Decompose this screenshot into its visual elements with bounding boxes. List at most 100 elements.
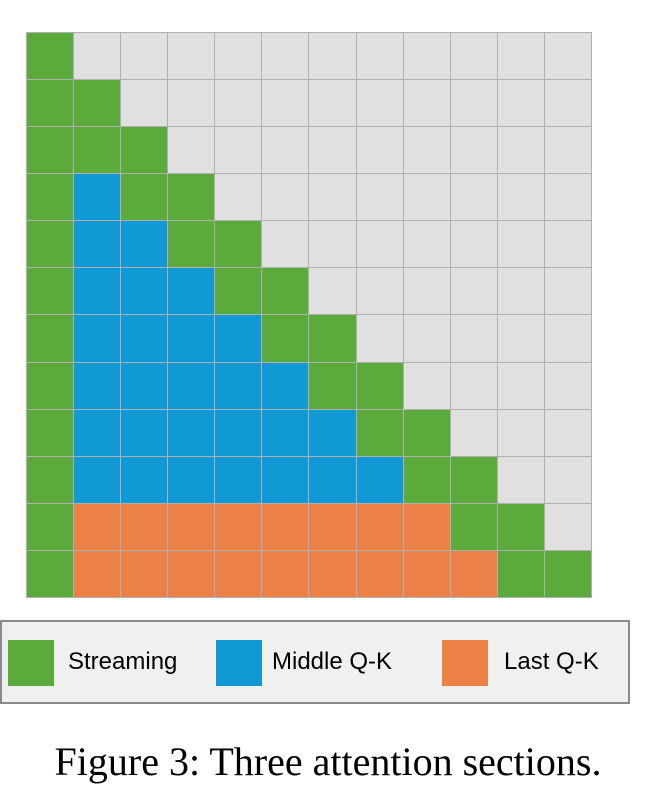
grid-cell-last [215,503,263,551]
grid-cell-masked [403,268,451,316]
grid-cell-masked [356,174,404,222]
grid-cell-middle [121,409,169,457]
grid-cell-streaming [27,362,75,410]
grid-cell-masked [356,80,404,128]
grid-cell-middle [215,409,263,457]
grid-cell-middle [74,409,122,457]
grid-cell-streaming [168,221,216,269]
legend-label-middle: Middle Q-K [272,648,393,675]
grid-cell-last [262,503,310,551]
grid-cell-streaming [403,456,451,504]
grid-cell-last [262,550,310,598]
grid-cell-masked [215,80,263,128]
grid-cell-masked [497,80,545,128]
grid-cell-masked [168,127,216,175]
grid-cell-streaming [27,409,75,457]
grid-cell-masked [356,221,404,269]
grid-cell-middle [74,362,122,410]
grid-cell-masked [497,33,545,81]
grid-cell-streaming [450,503,498,551]
grid-cell-streaming [544,550,592,598]
grid-cell-masked [450,80,498,128]
grid-cell-middle [215,456,263,504]
grid-cell-streaming [27,503,75,551]
grid-cell-masked [544,174,592,222]
grid-cell-masked [262,33,310,81]
grid-cell-streaming [215,268,263,316]
grid-cell-masked [309,33,357,81]
grid-cell-masked [309,80,357,128]
grid-cell-masked [262,127,310,175]
grid-cell-middle [74,315,122,363]
legend: Streaming Middle Q-K Last Q-K [0,620,630,704]
attention-grid [26,32,592,598]
grid-cell-middle [215,315,263,363]
grid-cell-streaming [497,503,545,551]
grid-cell-middle [262,362,310,410]
grid-cell-last [168,503,216,551]
grid-cell-streaming [497,550,545,598]
grid-cell-masked [403,127,451,175]
grid-cell-middle [168,268,216,316]
grid-cell-last [215,550,263,598]
grid-cell-middle [74,456,122,504]
grid-cell-middle [262,409,310,457]
grid-cell-masked [450,315,498,363]
grid-cell-masked [544,409,592,457]
grid-cell-streaming [450,456,498,504]
grid-cell-middle [215,362,263,410]
grid-cell-masked [544,33,592,81]
grid-cell-last [450,550,498,598]
grid-cell-streaming [74,80,122,128]
grid-cell-masked [121,80,169,128]
grid-cell-middle [74,221,122,269]
grid-cell-last [403,503,451,551]
grid-cell-masked [356,33,404,81]
grid-cell-masked [544,456,592,504]
grid-cell-masked [497,362,545,410]
grid-cell-middle [168,456,216,504]
legend-swatch-middle [216,640,262,686]
figure-caption: Figure 3: Three attention sections. [54,739,602,784]
grid-cell-streaming [27,315,75,363]
grid-cell-masked [121,33,169,81]
grid-cell-last [403,550,451,598]
grid-cell-last [356,503,404,551]
grid-cell-middle [309,456,357,504]
grid-cell-middle [168,362,216,410]
grid-cell-masked [403,174,451,222]
grid-cell-streaming [27,221,75,269]
grid-cell-masked [497,409,545,457]
grid-cell-masked [544,503,592,551]
grid-cell-masked [215,174,263,222]
grid-cell-masked [450,409,498,457]
grid-cell-streaming [27,127,75,175]
grid-cell-streaming [262,268,310,316]
grid-cell-streaming [121,127,169,175]
grid-cell-streaming [27,80,75,128]
grid-cell-last [356,550,404,598]
grid-cell-masked [403,33,451,81]
grid-cell-masked [309,127,357,175]
grid-cell-last [74,550,122,598]
grid-cell-masked [450,268,498,316]
grid-cell-masked [262,221,310,269]
grid-cell-middle [121,456,169,504]
grid-cell-masked [544,221,592,269]
grid-cell-streaming [74,127,122,175]
grid-cell-masked [497,268,545,316]
grid-cell-masked [544,127,592,175]
grid-cell-masked [497,127,545,175]
grid-cell-masked [356,315,404,363]
grid-cell-last [121,503,169,551]
grid-cell-streaming [121,174,169,222]
grid-cell-masked [450,362,498,410]
grid-cell-middle [168,315,216,363]
grid-cell-masked [450,33,498,81]
grid-cell-last [168,550,216,598]
grid-cell-streaming [27,456,75,504]
grid-cell-streaming [309,315,357,363]
grid-cell-middle [121,362,169,410]
grid-cell-middle [74,174,122,222]
grid-cell-streaming [27,174,75,222]
